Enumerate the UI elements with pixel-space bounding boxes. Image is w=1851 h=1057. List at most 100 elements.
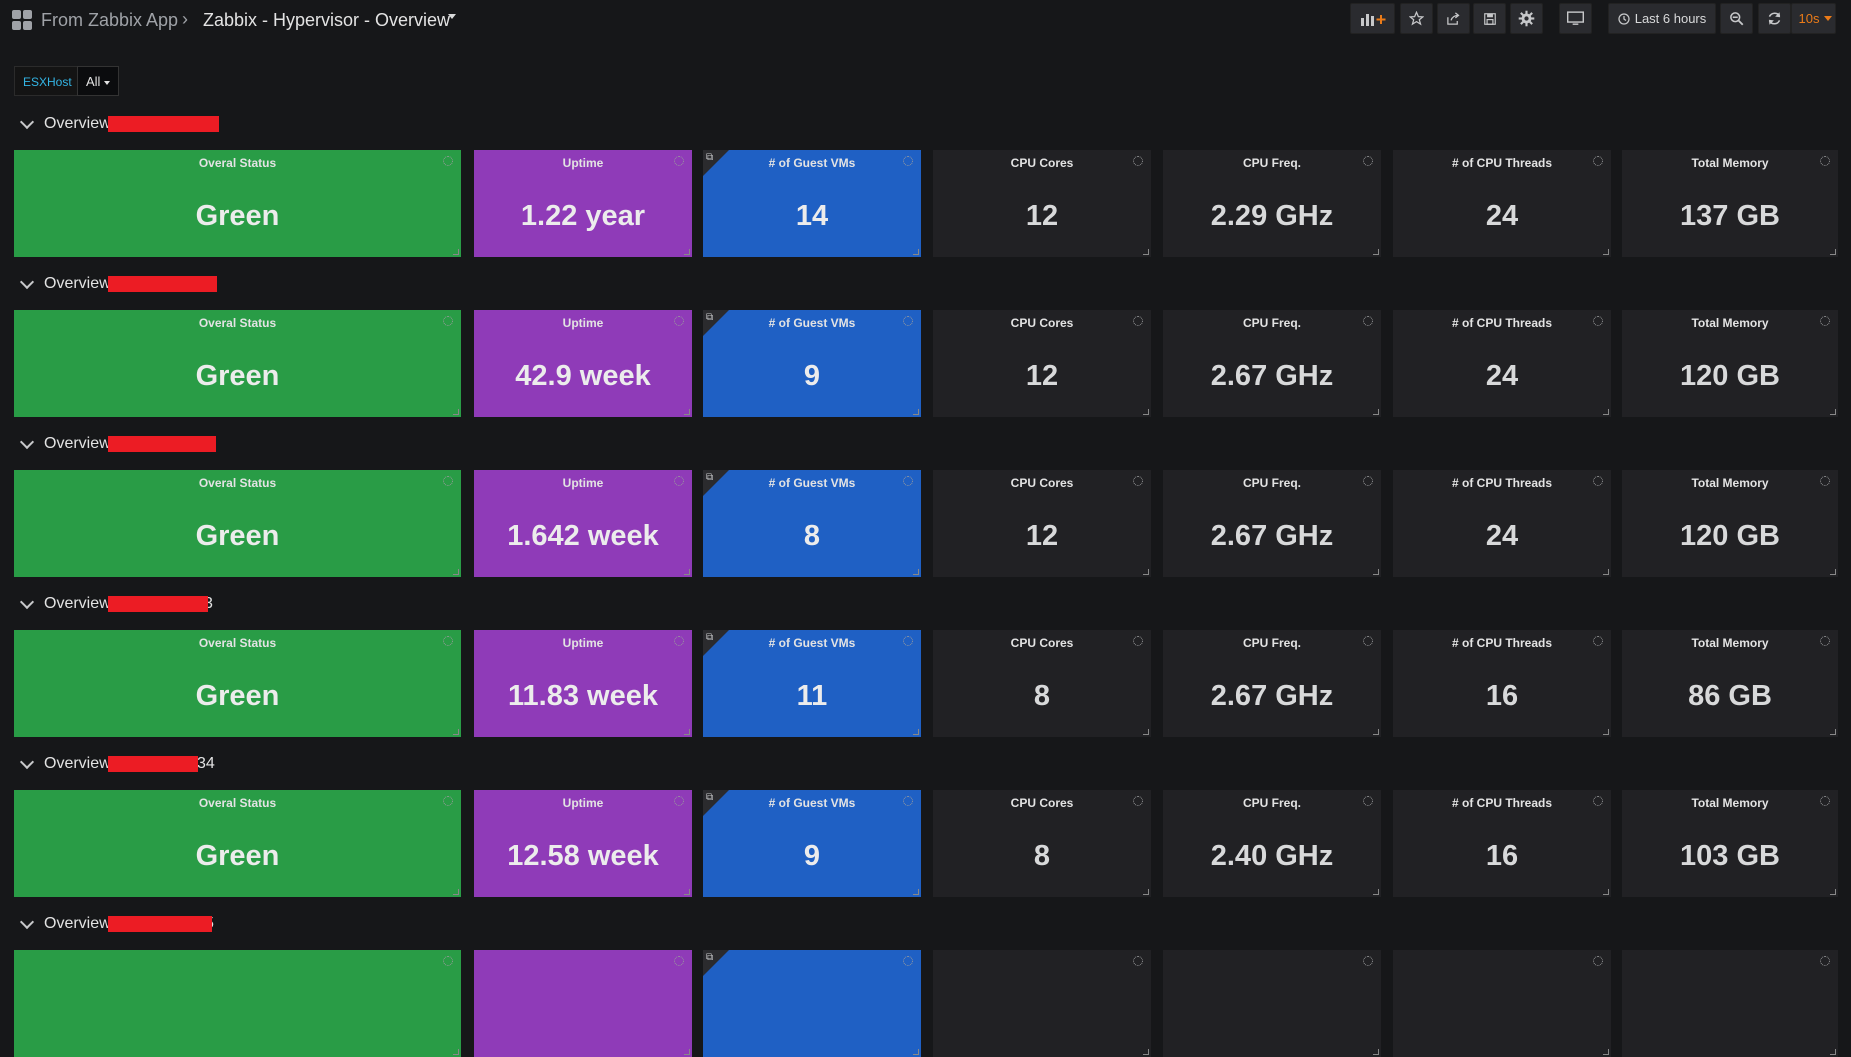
dashboard-title[interactable]: Zabbix - Hypervisor - Overview [203,10,451,30]
resize-handle-icon[interactable] [684,409,690,415]
time-picker-button[interactable]: Last 6 hours [1608,3,1716,34]
resize-handle-icon[interactable] [913,569,919,575]
singlestat-panel[interactable]: ⧉ # of Guest VMs 9 [703,790,921,897]
singlestat-panel[interactable]: Uptime 1.642 week [474,470,692,577]
singlestat-panel[interactable]: Uptime 1.22 year [474,150,692,257]
resize-handle-icon[interactable] [1373,409,1379,415]
panel-title[interactable]: Overal Status [198,316,277,330]
singlestat-panel[interactable]: # of CPU Threads 16 [1393,790,1611,897]
resize-handle-icon[interactable] [913,889,919,895]
singlestat-panel[interactable]: CPU Cores 12 [933,470,1151,577]
panel-title[interactable]: Total Memory [1691,316,1769,330]
panel-title[interactable]: Uptime [562,476,604,490]
singlestat-panel[interactable] [1163,950,1381,1057]
panel-title[interactable]: CPU Cores [1010,476,1074,490]
resize-handle-icon[interactable] [1830,569,1836,575]
resize-handle-icon[interactable] [1143,1049,1149,1055]
panel-title[interactable]: # of Guest VMs [768,156,856,170]
panel-title[interactable]: # of Guest VMs [768,316,856,330]
singlestat-panel[interactable]: CPU Cores 12 [933,150,1151,257]
panel-title[interactable]: CPU Cores [1010,316,1074,330]
panel-title[interactable]: Total Memory [1691,476,1769,490]
resize-handle-icon[interactable] [1143,249,1149,255]
panel-link-corner[interactable] [703,470,729,496]
panel-title[interactable]: Uptime [562,316,604,330]
breadcrumb-parent[interactable]: From Zabbix App [41,10,179,30]
singlestat-panel[interactable]: CPU Freq. 2.67 GHz [1163,630,1381,737]
resize-handle-icon[interactable] [913,1049,919,1055]
singlestat-panel[interactable]: # of CPU Threads 24 [1393,310,1611,417]
panel-title[interactable]: # of CPU Threads [1451,156,1553,170]
panel-title[interactable]: Total Memory [1691,796,1769,810]
panel-title[interactable]: # of CPU Threads [1451,476,1553,490]
resize-handle-icon[interactable] [1603,569,1609,575]
singlestat-panel[interactable]: # of CPU Threads 24 [1393,150,1611,257]
resize-handle-icon[interactable] [1603,1049,1609,1055]
add-panel-button[interactable] [1350,3,1395,34]
singlestat-panel[interactable]: Total Memory 120 GB [1622,470,1838,577]
panel-title[interactable]: # of Guest VMs [768,636,856,650]
singlestat-panel[interactable] [14,950,461,1057]
external-link-icon[interactable]: ⧉ [706,632,714,643]
singlestat-panel[interactable]: CPU Cores 8 [933,790,1151,897]
panel-title[interactable]: Uptime [562,636,604,650]
singlestat-panel[interactable]: Uptime 42.9 week [474,310,692,417]
panel-title[interactable]: CPU Freq. [1242,476,1301,490]
resize-handle-icon[interactable] [1830,249,1836,255]
singlestat-panel[interactable]: Total Memory 120 GB [1622,310,1838,417]
panel-title[interactable]: CPU Cores [1010,156,1074,170]
singlestat-panel[interactable]: CPU Cores 12 [933,310,1151,417]
singlestat-panel[interactable]: Total Memory 137 GB [1622,150,1838,257]
tv-mode-button[interactable] [1559,3,1592,34]
row-header[interactable]: Overview [18,114,111,134]
singlestat-panel[interactable]: Uptime 11.83 week [474,630,692,737]
resize-handle-icon[interactable] [453,1049,459,1055]
singlestat-panel[interactable]: Overal Status Green [14,790,461,897]
resize-handle-icon[interactable] [1830,729,1836,735]
external-link-icon[interactable]: ⧉ [706,152,714,163]
panel-title[interactable]: CPU Freq. [1242,796,1301,810]
singlestat-panel[interactable]: CPU Freq. 2.67 GHz [1163,310,1381,417]
external-link-icon[interactable]: ⧉ [706,472,714,483]
panel-title[interactable]: CPU Cores [1010,636,1074,650]
resize-handle-icon[interactable] [684,729,690,735]
singlestat-panel[interactable]: # of CPU Threads 24 [1393,470,1611,577]
panel-title[interactable]: CPU Freq. [1242,636,1301,650]
panel-link-corner[interactable] [703,630,729,656]
panel-title[interactable]: Uptime [562,796,604,810]
panel-title[interactable]: # of CPU Threads [1451,316,1553,330]
save-button[interactable] [1473,3,1506,34]
panel-title[interactable]: Overal Status [198,796,277,810]
resize-handle-icon[interactable] [1603,889,1609,895]
resize-handle-icon[interactable] [1143,889,1149,895]
panel-title[interactable]: # of Guest VMs [768,796,856,810]
panel-title[interactable]: Uptime [562,156,604,170]
panel-title[interactable]: Total Memory [1691,636,1769,650]
star-button[interactable] [1400,3,1433,34]
singlestat-panel[interactable]: CPU Cores 8 [933,630,1151,737]
panel-title[interactable]: Overal Status [198,156,277,170]
resize-handle-icon[interactable] [453,889,459,895]
row-header[interactable]: Overview [18,594,111,614]
row-header[interactable]: Overview [18,754,111,774]
singlestat-panel[interactable]: Total Memory 103 GB [1622,790,1838,897]
resize-handle-icon[interactable] [1143,729,1149,735]
external-link-icon[interactable]: ⧉ [706,312,714,323]
resize-handle-icon[interactable] [1373,889,1379,895]
singlestat-panel[interactable]: CPU Freq. 2.29 GHz [1163,150,1381,257]
resize-handle-icon[interactable] [1603,249,1609,255]
variable-select-esxhost[interactable]: All [77,66,120,96]
singlestat-panel[interactable] [474,950,692,1057]
external-link-icon[interactable]: ⧉ [706,792,714,803]
refresh-button[interactable] [1758,3,1791,34]
resize-handle-icon[interactable] [684,249,690,255]
singlestat-panel[interactable] [933,950,1151,1057]
panel-link-corner[interactable] [703,150,729,176]
resize-handle-icon[interactable] [1830,889,1836,895]
resize-handle-icon[interactable] [1830,409,1836,415]
resize-handle-icon[interactable] [453,249,459,255]
resize-handle-icon[interactable] [453,569,459,575]
panel-title[interactable]: Overal Status [198,636,277,650]
panel-title[interactable]: CPU Cores [1010,796,1074,810]
singlestat-panel[interactable]: ⧉ # of Guest VMs 9 [703,310,921,417]
